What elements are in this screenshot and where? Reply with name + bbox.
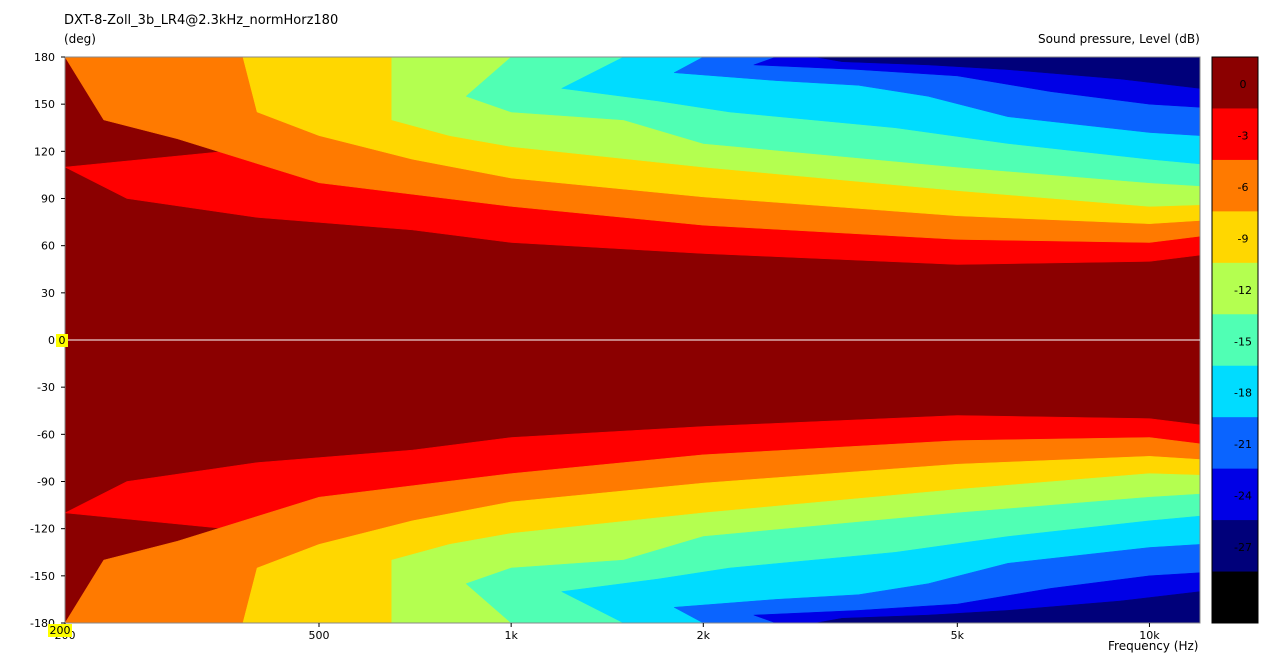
colorbar-cell — [1228, 262, 1258, 315]
colorbar-swatch — [1212, 159, 1228, 212]
y-tick-label: 0 — [48, 334, 55, 347]
colorbar-swatch — [1212, 520, 1228, 573]
contour-band-neg27-top — [815, 57, 1200, 89]
colorbar-cell — [1228, 468, 1258, 521]
colorbar-swatch — [1212, 211, 1228, 264]
chart-title: DXT-8-Zoll_3b_LR4@2.3kHz_normHorz180 — [64, 13, 339, 28]
colorbar-cell — [1228, 159, 1258, 212]
colorbar-cell — [1228, 108, 1258, 161]
y-tick-label: 60 — [41, 240, 55, 253]
cursor-y-marker — [56, 334, 68, 347]
colorbar-label: -18 — [1234, 387, 1252, 400]
y-tick-label: 120 — [34, 145, 55, 158]
y-tick-label: 90 — [41, 193, 55, 206]
x-tick-label: 500 — [309, 629, 330, 642]
colorbar-swatch — [1212, 108, 1228, 161]
colorbar-swatch — [1212, 365, 1228, 418]
colorbar-label: -24 — [1234, 490, 1252, 503]
x-tick-label: 10k — [1139, 629, 1160, 642]
cursor-x-marker — [48, 624, 72, 637]
colorbar-label: Sound pressure, Level (dB) — [1038, 32, 1200, 46]
y-axis-unit: (deg) — [64, 32, 96, 46]
colorbar-swatch — [1212, 468, 1228, 521]
colorbar-cell — [1228, 365, 1258, 418]
colorbar-cell — [1228, 520, 1258, 573]
colorbar-cell — [1228, 314, 1258, 367]
colorbar-label: 0 — [1240, 78, 1247, 91]
colorbar-swatch — [1212, 571, 1228, 624]
colorbar-label: -27 — [1234, 541, 1252, 554]
contour-bands — [65, 57, 1200, 623]
colorbar-swatch — [1212, 314, 1228, 367]
colorbar-label: -3 — [1238, 129, 1249, 142]
colorbar-swatch — [1212, 57, 1228, 109]
contour-band-neg27-bottom — [815, 591, 1200, 623]
colorbar-cell — [1228, 57, 1258, 109]
colorbar-label: -30 — [1234, 593, 1252, 606]
x-axis-label: Frequency (Hz) — [1108, 639, 1199, 653]
y-tick-label: -120 — [30, 523, 55, 536]
x-tick-label: 2k — [697, 629, 711, 642]
y-tick-label: 30 — [41, 287, 55, 300]
colorbar-cell — [1228, 417, 1258, 470]
colorbar-label: -15 — [1234, 335, 1252, 348]
y-tick-label: -150 — [30, 570, 55, 583]
y-tick-label: -60 — [37, 428, 55, 441]
x-tick-label: 1k — [504, 629, 518, 642]
colorbar-label: -6 — [1238, 181, 1249, 194]
y-tick-label: 150 — [34, 98, 55, 111]
y-tick-label: -90 — [37, 476, 55, 489]
colorbar-label: -21 — [1234, 438, 1252, 451]
colorbar-cell — [1228, 571, 1258, 624]
colorbar-swatch — [1212, 417, 1228, 470]
colorbar: 0 -3 -6 -9 -12 -15 -18 -21 -24 -27 -30 — [1211, 56, 1259, 624]
axes: 1801501209060300-30-60-90-120-150-180200… — [30, 51, 1201, 642]
y-tick-label: -30 — [37, 381, 55, 394]
colorbar-cell — [1228, 211, 1258, 264]
colorbar-frame — [1211, 56, 1259, 624]
y-tick-label: 180 — [34, 51, 55, 64]
colorbar-label: -9 — [1238, 232, 1249, 245]
colorbar-swatch — [1212, 262, 1228, 315]
cursor-x-label: 200 — [50, 624, 71, 637]
cursor-y-label: 0 — [59, 334, 66, 347]
colorbar-label: -12 — [1234, 284, 1252, 297]
x-tick-label: 5k — [951, 629, 965, 642]
